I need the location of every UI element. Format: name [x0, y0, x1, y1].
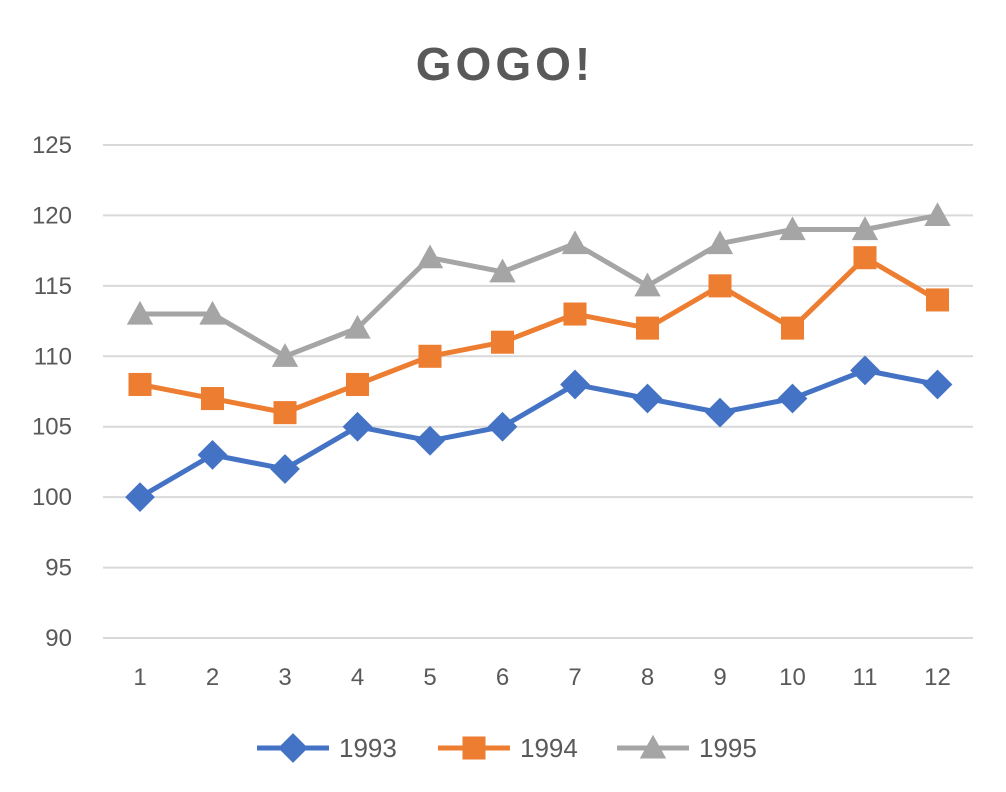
- data-point: [128, 372, 152, 396]
- legend-label: 1993: [339, 733, 397, 763]
- y-tick-label: 125: [32, 132, 72, 159]
- y-tick-label: 95: [45, 555, 72, 582]
- x-tick-label: 1: [133, 664, 146, 691]
- data-point: [489, 258, 516, 283]
- data-point: [344, 314, 371, 339]
- data-point: [415, 425, 445, 456]
- y-tick-label: 105: [32, 414, 72, 441]
- data-point: [632, 383, 663, 414]
- legend-item: 1993: [257, 733, 397, 763]
- data-point: [780, 316, 805, 340]
- legend-marker: [278, 733, 308, 763]
- legend-marker: [462, 736, 486, 760]
- legend-marker: [639, 734, 667, 759]
- data-point: [705, 397, 735, 428]
- data-point: [197, 440, 228, 470]
- legend-label: 1994: [520, 733, 578, 763]
- data-point: [777, 383, 808, 414]
- data-point: [271, 343, 299, 367]
- data-point: [487, 411, 518, 442]
- data-point: [345, 372, 370, 396]
- legend: 1993 1994 1995: [257, 733, 757, 763]
- y-axis: 90 95 100 105 110 115 120 125: [32, 132, 72, 652]
- y-tick-label: 115: [34, 273, 72, 300]
- x-tick-label: 7: [568, 664, 581, 691]
- data-point: [922, 369, 953, 400]
- x-tick-label: 6: [496, 664, 509, 691]
- data-point: [850, 355, 880, 386]
- x-tick-label: 2: [206, 664, 219, 691]
- x-tick-label: 5: [423, 664, 436, 691]
- data-point: [126, 300, 154, 325]
- data-point: [563, 302, 587, 326]
- data-point: [561, 230, 589, 255]
- data-point: [273, 401, 297, 425]
- series-line: [138, 367, 938, 500]
- x-axis: 1 2 3 4 5 6 7 8 9 10 11 12: [133, 664, 951, 691]
- data-point: [416, 244, 444, 269]
- legend-label: 1995: [699, 733, 757, 763]
- data-point: [779, 216, 806, 241]
- data-point: [634, 272, 661, 297]
- y-tick-label: 120: [32, 202, 72, 229]
- series-1993: [125, 355, 953, 513]
- data-point: [560, 369, 590, 400]
- data-point: [924, 202, 951, 226]
- data-point: [851, 216, 879, 241]
- x-tick-label: 10: [779, 664, 806, 691]
- x-tick-label: 8: [641, 664, 654, 691]
- data-point: [200, 387, 225, 411]
- series-layer: [125, 202, 953, 513]
- data-point: [925, 288, 950, 312]
- data-point: [708, 274, 732, 298]
- chart-title: GOGO!: [416, 38, 594, 90]
- series-1994: [128, 246, 950, 425]
- x-tick-label: 11: [853, 664, 878, 691]
- legend-item: 1995: [617, 733, 757, 763]
- y-tick-label: 100: [32, 484, 72, 511]
- data-point: [418, 344, 442, 368]
- grid: [103, 144, 973, 639]
- series-1995: [126, 202, 951, 367]
- x-tick-label: 9: [713, 664, 726, 691]
- data-point: [635, 316, 660, 340]
- legend-item: 1994: [438, 733, 578, 763]
- y-tick-label: 110: [34, 343, 72, 370]
- data-point: [853, 246, 877, 270]
- x-tick-label: 3: [278, 664, 291, 691]
- series-line: [140, 212, 938, 359]
- data-point: [125, 482, 155, 513]
- data-point: [270, 454, 300, 484]
- x-tick-label: 4: [351, 664, 364, 691]
- x-tick-label: 12: [924, 664, 951, 691]
- data-point: [342, 411, 373, 442]
- data-point: [199, 300, 226, 325]
- data-point: [490, 330, 515, 354]
- y-tick-label: 90: [45, 625, 72, 652]
- data-point: [706, 230, 734, 255]
- series-line: [139, 255, 939, 416]
